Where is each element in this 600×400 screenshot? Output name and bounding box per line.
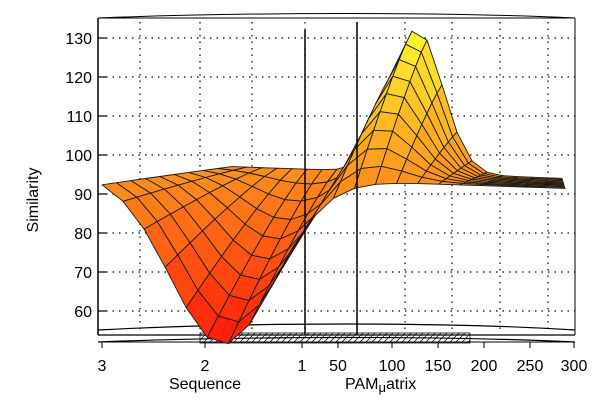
pam-tick-label-300: 300 [561,358,588,375]
surface-facet-194 [480,184,504,187]
sequence-tick-label-3: 3 [98,358,107,375]
pam-tick-label-150: 150 [425,358,452,375]
pam-tick-label-200: 200 [471,358,498,375]
y-tick-label-100: 100 [65,148,92,165]
y-tick-label-90: 90 [74,187,92,204]
y-tick-label-110: 110 [66,109,92,126]
y-axis: 60 70 80 90 100 110 120 130 [65,31,106,321]
sequence-tick-label-1: 1 [298,358,307,375]
ceiling-plane [97,13,576,19]
x-axis-title-sequence: Sequence [169,376,241,393]
y-tick-label-120: 120 [65,70,92,87]
floor-plane [97,323,576,344]
vertical-axes [304,22,358,335]
y-axis-title: Similarity [25,168,42,233]
x-axis-title-pam-tail: atrix [386,376,416,393]
surface-facet-196 [522,185,545,189]
x-axis-title-pam: PAMμatrix [345,376,416,395]
x-axis-title-pam-sub: μ [378,380,386,395]
y-tick-label-80: 80 [74,226,92,243]
ceiling-curve [97,13,576,19]
surface-facet-197 [543,186,566,189]
pam-tick-label-50: 50 [329,358,347,375]
y-tick-label-130: 130 [65,31,92,48]
pam-tick-label-250: 250 [517,358,544,375]
surface [101,30,566,345]
surface-facet-195 [501,184,525,188]
floor-curve-top [97,323,576,331]
floor-curve-bottom [97,336,576,343]
x-axis: 3 2 1 50 100 150 200 250 300 [98,342,588,375]
x-axis-title-pam-main: PAM [345,376,378,393]
pam-tick-label-100: 100 [379,358,406,375]
sequence-tick-label-2: 2 [201,358,210,375]
y-tick-label-60: 60 [74,304,92,321]
y-tick-label-70: 70 [74,265,92,282]
